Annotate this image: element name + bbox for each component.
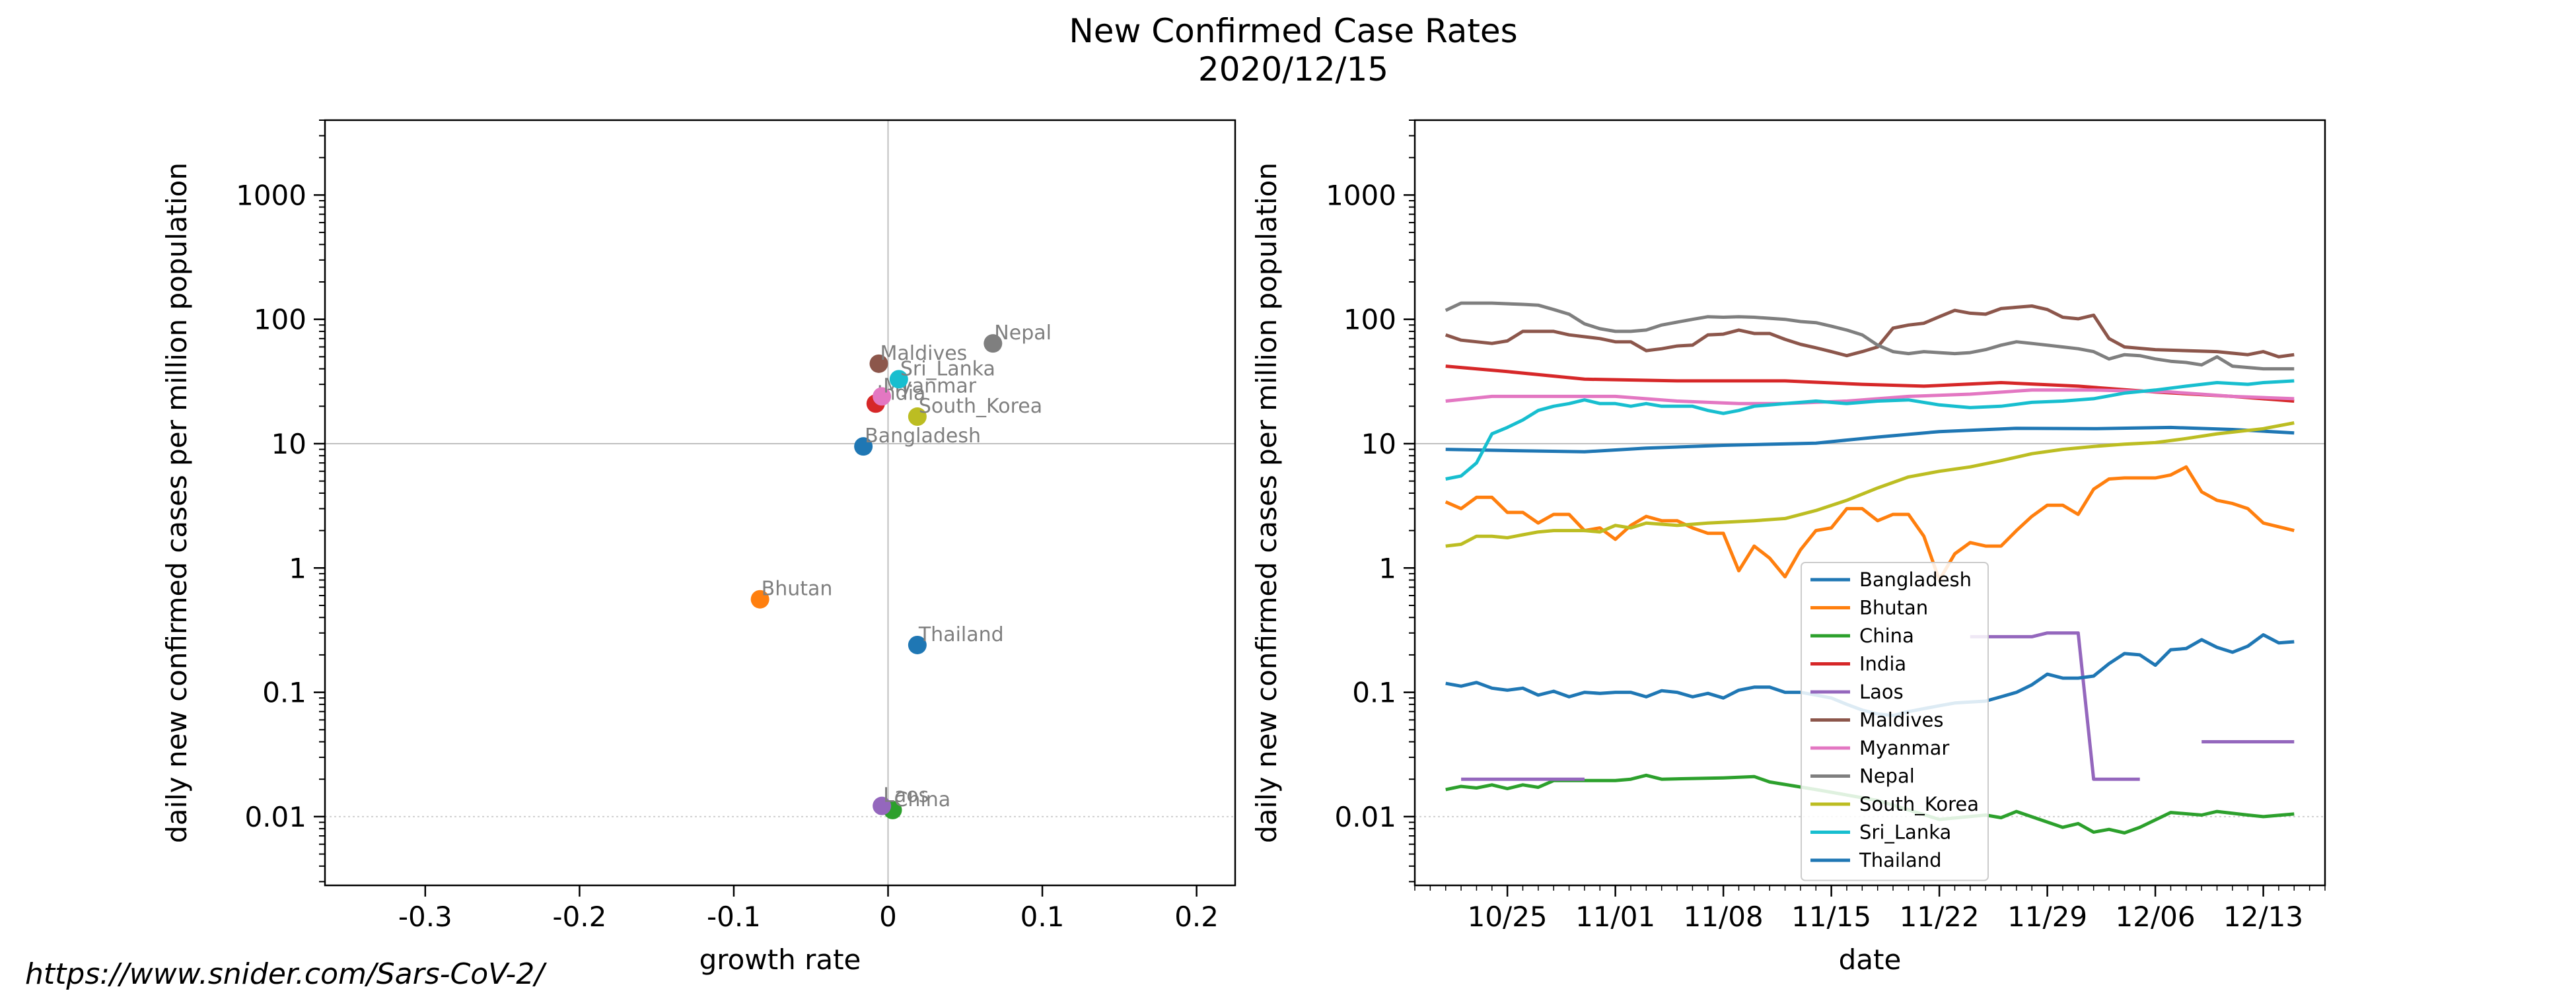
y-tick-label: 10 <box>1361 428 1396 460</box>
legend-label: Myanmar <box>1859 737 1949 759</box>
y-tick-label: 1000 <box>1326 179 1396 211</box>
y-tick-label: 0.01 <box>244 801 306 833</box>
y-axis-label: daily new confirmed cases per million po… <box>1250 162 1283 843</box>
point-label-sri_lanka: Sri_Lanka <box>900 357 995 380</box>
legend-label: Thailand <box>1859 849 1942 871</box>
point-label-maldives: Maldives <box>880 342 967 365</box>
data-point-nepal <box>984 334 1003 353</box>
x-tick-label: -0.1 <box>707 901 761 933</box>
x-axis-label: growth rate <box>699 943 861 976</box>
legend-label: China <box>1859 625 1914 647</box>
scatter-panel: 0.01 0.1 1 10 100 1000 daily new confirmed cas… <box>161 119 1236 976</box>
x-tick-label: 11/15 <box>1791 901 1871 933</box>
legend-label: Bangladesh <box>1859 568 1972 591</box>
x-axis-label: date <box>1839 943 1902 976</box>
source-url: https://www.snider.com/Sars-CoV-2/ <box>25 957 545 991</box>
x-tick-label: 0.1 <box>1020 901 1065 933</box>
data-point-sri_lanka <box>889 370 908 389</box>
y-tick-label: 0.1 <box>1352 677 1396 709</box>
point-label-china: China <box>894 788 950 811</box>
point-label-south_korea: South_Korea <box>919 395 1042 418</box>
data-point-myanmar <box>873 387 892 406</box>
legend-label: India <box>1859 653 1906 675</box>
legend-label: Sri_Lanka <box>1859 821 1951 844</box>
legend-label: Nepal <box>1859 765 1915 788</box>
x-tick-label: 12/13 <box>2223 901 2303 933</box>
timeseries-panel: 0.01 0.1 1 10 100 1000 daily new confirmed cas… <box>1250 119 2326 976</box>
y-tick-label: 0.1 <box>262 677 306 709</box>
series-line-south_korea <box>1445 421 2295 548</box>
legend-label: Laos <box>1859 681 1904 703</box>
plot-frame <box>324 119 1236 887</box>
x-tick-label: 0.2 <box>1174 901 1219 933</box>
series-line-bangladesh <box>1445 425 2295 454</box>
data-point-south_korea <box>908 407 927 427</box>
legend <box>1801 562 1989 881</box>
y-axis-label: daily new confirmed cases per million po… <box>161 162 193 843</box>
point-label-bhutan: Bhutan <box>762 578 833 601</box>
y-tick-label: 1 <box>289 552 306 584</box>
y-tick-label: 100 <box>1343 304 1396 336</box>
point-label-nepal: Nepal <box>994 322 1052 345</box>
series-line-bhutan <box>1445 465 2295 582</box>
series-line-nepal <box>1445 301 2295 371</box>
point-label-thailand: Thailand <box>918 623 1004 646</box>
chart-title: New Confirmed Case Rates <box>1069 12 1517 50</box>
plot-frame <box>1413 119 2326 887</box>
x-tick-label: 11/01 <box>1575 901 1655 933</box>
x-tick-label: -0.3 <box>398 901 452 933</box>
data-point-bangladesh <box>854 437 873 456</box>
x-tick-label: -0.2 <box>552 901 606 933</box>
data-point-laos <box>873 796 892 815</box>
series-line-sri_lanka <box>1445 379 2295 481</box>
y-tick-label: 10 <box>271 428 306 460</box>
y-tick-label: 1000 <box>236 179 306 211</box>
chart-subtitle: 2020/12/15 <box>1198 50 1388 88</box>
data-point-maldives <box>869 354 888 373</box>
x-tick-label: 11/08 <box>1684 901 1764 933</box>
legend-label: Maldives <box>1859 709 1943 732</box>
point-label-bangladesh: Bangladesh <box>865 425 981 448</box>
x-tick-label: 11/22 <box>1900 901 1980 933</box>
x-tick-label: 0 <box>879 901 897 933</box>
y-tick-label: 100 <box>254 304 306 336</box>
legend-label: South_Korea <box>1859 793 1979 815</box>
data-point-thailand <box>908 635 927 654</box>
series-line-laos <box>1970 631 2140 781</box>
series-line-maldives <box>1445 304 2295 359</box>
x-tick-label: 11/29 <box>2007 901 2087 933</box>
x-tick-label: 10/25 <box>1468 901 1548 933</box>
point-label-laos: Laos <box>883 784 929 807</box>
x-tick-label: 12/06 <box>2116 901 2196 933</box>
data-point-bhutan <box>750 590 769 609</box>
legend-label: Bhutan <box>1859 597 1928 619</box>
y-tick-label: 0.01 <box>1334 801 1396 833</box>
y-tick-label: 1 <box>1378 552 1396 584</box>
